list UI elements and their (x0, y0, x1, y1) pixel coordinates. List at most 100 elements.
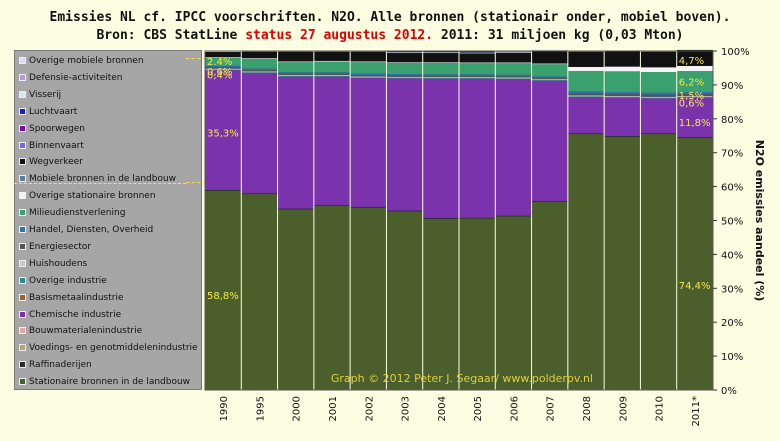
legend-label: Handel, Diensten, Overheid (29, 225, 154, 235)
legend-item: Visserij (19, 90, 61, 100)
bar-segment (386, 211, 423, 390)
data-label: 58,8% (207, 291, 239, 302)
x-tick-label: 2011* (691, 396, 702, 426)
bar-segment (422, 62, 459, 63)
legend-swatch (19, 327, 26, 335)
y-axis-label: N2O emissies aandeel (%) (753, 140, 766, 302)
bar-segment (422, 218, 459, 219)
y-tick-label: 90% (721, 81, 743, 92)
bar-segment (495, 51, 532, 53)
legend-label: Raffinaderijen (29, 360, 92, 371)
bar-segment (241, 68, 278, 70)
bar-segment (241, 71, 278, 73)
bar-segment (676, 49, 713, 66)
legend-swatch (19, 242, 26, 250)
legend-item: Binnenvaart (19, 141, 84, 151)
legend-item: Spoorwegen (19, 124, 85, 134)
bar-segment (277, 76, 314, 77)
bar-segment (567, 97, 605, 134)
bar-segment (531, 50, 568, 64)
bar-segment (567, 93, 605, 96)
x-tick-label: 1995 (255, 396, 266, 421)
legend-label: Defensie-activiteiten (29, 72, 123, 83)
bar-segment (459, 78, 496, 79)
bar-segment (676, 97, 713, 138)
bar-segment (313, 51, 351, 61)
bar-segment (313, 61, 351, 73)
subtitle-prefix: Bron: CBS StatLine (96, 28, 246, 43)
bar-segment (422, 53, 459, 63)
bar-segment (241, 58, 278, 69)
data-label: 0,6% (679, 99, 704, 110)
legend-label: Bouwmaterialenindustrie (29, 326, 143, 337)
bar-segment (313, 76, 351, 205)
legend-item: Luchtvaart (19, 107, 77, 117)
bar-segment (567, 134, 605, 390)
bar-segment (386, 78, 423, 211)
bar-segment (241, 69, 278, 72)
bar-segment (676, 94, 713, 97)
bar-segment (495, 216, 532, 390)
bar-segment (313, 75, 351, 77)
bar-segment (422, 218, 459, 390)
legend-swatch (19, 175, 26, 183)
legend-label: Huishoudens (29, 258, 88, 269)
bar-segment (495, 62, 532, 64)
bar-segment (241, 51, 278, 59)
bar-segment (277, 75, 314, 77)
legend-swatch (19, 141, 26, 149)
data-label: 35,3% (207, 128, 239, 139)
bar-segment (350, 207, 387, 390)
bar-segment (386, 62, 423, 75)
y-tick-label: 70% (721, 149, 743, 160)
y-tick-label: 40% (721, 250, 743, 261)
bar-segment (640, 92, 677, 95)
bar-segment (531, 79, 568, 81)
data-label: 74,4% (679, 281, 711, 292)
bar-segment (676, 96, 713, 98)
bar-segment (676, 137, 713, 138)
bar-segment (640, 98, 677, 134)
legend-label: Basismetaalindustrie (29, 292, 124, 303)
bar-segment (531, 63, 568, 65)
bar-segment (495, 77, 532, 79)
legend-swatch (19, 293, 26, 301)
legend-item: Stationaire bronnen in de landbouw (19, 377, 190, 387)
bar-segment (459, 217, 496, 219)
bar-segment (386, 62, 423, 63)
y-tick-label: 0% (721, 386, 737, 397)
bar-segment (313, 73, 351, 76)
legend-swatch (19, 276, 26, 284)
legend-item: Basismetaalindustrie (19, 293, 124, 303)
x-tick-label: 2004 (437, 396, 448, 421)
bar-segment (277, 62, 314, 73)
legend-label: Energiesector (29, 241, 92, 252)
bar-segment (277, 208, 314, 210)
bar-segment (604, 92, 641, 95)
bar-segment (313, 72, 351, 74)
bar-segment (531, 64, 568, 77)
bar-segment (241, 58, 278, 59)
data-label: 0,4% (207, 71, 232, 82)
x-tick-label: 2002 (364, 396, 375, 421)
legend-item: Huishoudens (19, 259, 87, 269)
bar-segment (676, 65, 713, 72)
bar-segment (313, 204, 351, 206)
x-tick-label: 1990 (219, 396, 230, 421)
bar-segment (531, 201, 568, 202)
bar-segment (459, 62, 496, 64)
bar-segment (386, 53, 423, 63)
bar-segment (277, 76, 314, 209)
legend-label: Luchtvaart (29, 106, 78, 117)
bar-segment (495, 52, 532, 63)
legend-label: Mobiele bronnen in de landbouw (29, 174, 177, 185)
bar-segment (241, 194, 278, 390)
bar-segment (459, 52, 496, 54)
bar-segment (604, 97, 641, 98)
legend-label: Overige stationaire bronnen (29, 191, 156, 202)
bar-segment (567, 66, 605, 72)
mobile-group-divider (14, 183, 186, 184)
bar-segment (640, 97, 677, 99)
bar-segment (531, 80, 568, 202)
legend-label: Chemische industrie (29, 309, 122, 320)
